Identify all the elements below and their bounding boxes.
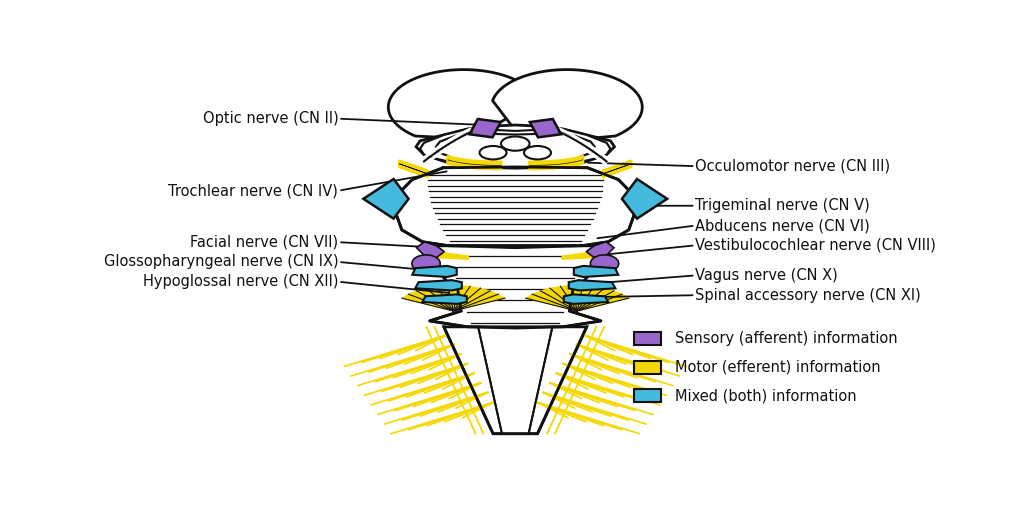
Polygon shape — [454, 285, 470, 311]
Polygon shape — [560, 285, 578, 311]
Polygon shape — [417, 288, 454, 311]
Polygon shape — [578, 288, 614, 311]
Text: Vagus nerve (CN X): Vagus nerve (CN X) — [695, 268, 839, 283]
Polygon shape — [591, 255, 618, 272]
Text: Facial nerve (CN VII): Facial nerve (CN VII) — [190, 235, 338, 250]
Polygon shape — [578, 286, 604, 311]
Polygon shape — [454, 286, 480, 311]
Text: Mixed (both) information: Mixed (both) information — [675, 388, 856, 403]
Circle shape — [501, 137, 529, 151]
Polygon shape — [622, 179, 668, 218]
Circle shape — [479, 146, 507, 159]
Polygon shape — [426, 286, 454, 311]
Polygon shape — [454, 288, 490, 311]
Circle shape — [524, 146, 551, 159]
Text: Trochlear nerve (CN IV): Trochlear nerve (CN IV) — [168, 183, 338, 198]
Polygon shape — [478, 327, 552, 434]
Polygon shape — [393, 167, 637, 248]
Polygon shape — [401, 294, 454, 311]
FancyBboxPatch shape — [470, 119, 501, 137]
Polygon shape — [409, 291, 454, 311]
Polygon shape — [564, 295, 608, 304]
Polygon shape — [420, 126, 500, 161]
Polygon shape — [531, 126, 610, 161]
Text: Hypoglossal nerve (CN XII): Hypoglossal nerve (CN XII) — [142, 274, 338, 289]
Polygon shape — [550, 286, 578, 311]
Polygon shape — [454, 291, 499, 311]
Text: Occulomotor nerve (CN III): Occulomotor nerve (CN III) — [695, 159, 891, 174]
FancyBboxPatch shape — [634, 332, 660, 345]
FancyBboxPatch shape — [529, 119, 561, 137]
Polygon shape — [417, 242, 444, 258]
Polygon shape — [422, 295, 467, 304]
Polygon shape — [413, 266, 457, 277]
Text: Abducens nerve (CN VI): Abducens nerve (CN VI) — [695, 218, 870, 233]
Text: Spinal accessory nerve (CN XI): Spinal accessory nerve (CN XI) — [695, 288, 922, 303]
Polygon shape — [443, 327, 587, 434]
Text: Motor (efferent) information: Motor (efferent) information — [675, 360, 881, 375]
Polygon shape — [532, 291, 578, 311]
Text: Trigeminal nerve (CN V): Trigeminal nerve (CN V) — [695, 198, 870, 213]
Polygon shape — [571, 285, 583, 311]
FancyBboxPatch shape — [634, 389, 660, 402]
Polygon shape — [415, 280, 462, 290]
Polygon shape — [364, 179, 409, 218]
Polygon shape — [388, 69, 538, 141]
Polygon shape — [454, 294, 505, 311]
Polygon shape — [578, 294, 629, 311]
Polygon shape — [578, 291, 623, 311]
Polygon shape — [436, 285, 454, 311]
Polygon shape — [578, 285, 594, 311]
Polygon shape — [573, 266, 618, 277]
Polygon shape — [430, 246, 601, 328]
FancyBboxPatch shape — [634, 361, 660, 374]
Polygon shape — [412, 255, 440, 272]
Text: Glossopharyngeal nerve (CN IX): Glossopharyngeal nerve (CN IX) — [103, 254, 338, 269]
Polygon shape — [541, 288, 578, 311]
Polygon shape — [472, 130, 559, 135]
Polygon shape — [525, 294, 578, 311]
Text: Optic nerve (CN II): Optic nerve (CN II) — [203, 111, 338, 126]
Polygon shape — [587, 242, 614, 258]
Polygon shape — [568, 280, 615, 290]
Polygon shape — [416, 125, 614, 168]
Text: Vestibulocochlear nerve (CN VIII): Vestibulocochlear nerve (CN VIII) — [695, 238, 936, 253]
Polygon shape — [447, 285, 459, 311]
Polygon shape — [493, 69, 642, 141]
Text: Sensory (afferent) information: Sensory (afferent) information — [675, 331, 897, 346]
